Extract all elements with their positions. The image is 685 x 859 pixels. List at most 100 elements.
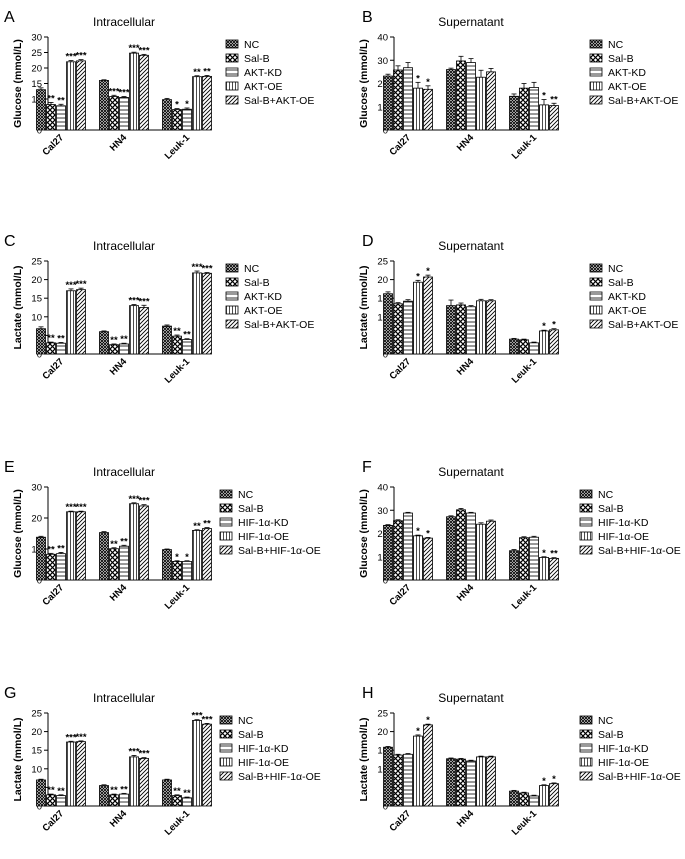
legend-swatch bbox=[589, 67, 603, 77]
bar-leuk-1-series-3 bbox=[539, 104, 549, 131]
legend-swatch bbox=[225, 95, 239, 105]
bar-hn4-series-0 bbox=[99, 80, 109, 131]
bar-leuk-1-series-1 bbox=[172, 561, 182, 581]
bar-cal27-series-3 bbox=[66, 61, 76, 131]
legend-swatch bbox=[579, 531, 593, 541]
bar-hn4-series-4 bbox=[486, 300, 496, 355]
bar-hn4-series-1 bbox=[109, 96, 119, 131]
bar-cal27-series-1 bbox=[393, 520, 403, 581]
significance-marker: * bbox=[542, 91, 546, 102]
bar-cal27-series-4 bbox=[76, 289, 86, 355]
significance-marker: ** bbox=[183, 788, 191, 799]
y-tick-label: 20 bbox=[377, 727, 388, 738]
legend-label: Sal-B bbox=[598, 729, 624, 741]
bar-cal27-series-1 bbox=[393, 69, 403, 131]
significance-marker: ** bbox=[110, 785, 118, 796]
y-tick-label: 15 bbox=[31, 79, 42, 90]
legend-label: NC bbox=[238, 715, 254, 727]
significance-marker: ** bbox=[47, 544, 55, 555]
bar-cal27-series-3 bbox=[66, 290, 76, 355]
bar-leuk-1-series-2 bbox=[529, 795, 539, 807]
bar-leuk-1-series-0 bbox=[509, 790, 519, 807]
legend-swatch bbox=[219, 517, 233, 527]
y-tick-label: 0 bbox=[37, 802, 42, 813]
legend-label: HIF-1α-OE bbox=[598, 757, 649, 769]
bar-leuk-1-series-1 bbox=[519, 87, 529, 131]
legend-label: NC bbox=[598, 715, 614, 727]
bar-cal27-series-4 bbox=[76, 511, 86, 581]
significance-marker: * bbox=[426, 77, 430, 88]
bar-leuk-1-series-3 bbox=[192, 76, 202, 131]
panel-letter: E bbox=[4, 459, 15, 476]
bar-leuk-1-series-3 bbox=[539, 557, 549, 581]
y-tick-label: 20 bbox=[31, 727, 42, 738]
legend-swatch bbox=[579, 503, 593, 513]
x-category-label-cal27: Cal27 bbox=[40, 356, 66, 382]
bar-leuk-1-series-0 bbox=[162, 325, 172, 355]
legend-label: NC bbox=[608, 39, 624, 51]
bar-leuk-1-series-4 bbox=[549, 783, 559, 807]
y-tick-label: 25 bbox=[31, 48, 42, 59]
y-tick-label: 10 bbox=[377, 312, 388, 323]
y-tick-label: 25 bbox=[377, 257, 388, 268]
y-tick-label: 20 bbox=[31, 514, 42, 525]
bar-hn4-series-2 bbox=[466, 306, 476, 355]
y-tick-label: 40 bbox=[377, 483, 388, 494]
bar-leuk-1-series-4 bbox=[202, 723, 212, 807]
significance-marker: * bbox=[542, 776, 546, 787]
legend-label: AKT-KD bbox=[244, 291, 282, 303]
legend-label: Sal-B bbox=[598, 503, 624, 515]
bar-cal27-series-2 bbox=[56, 795, 66, 807]
panel-letter: H bbox=[362, 685, 374, 702]
bar-hn4-series-3 bbox=[476, 523, 486, 581]
bar-leuk-1-series-1 bbox=[519, 537, 529, 581]
bar-hn4-series-3 bbox=[129, 503, 139, 581]
bar-cal27-series-0 bbox=[36, 536, 46, 581]
significance-marker: ** bbox=[193, 521, 201, 532]
y-tick-label: 20 bbox=[377, 79, 388, 90]
significance-marker: *** bbox=[75, 51, 86, 62]
significance-marker: * bbox=[185, 99, 189, 110]
bar-hn4-series-3 bbox=[476, 756, 486, 807]
bar-hn4-series-2 bbox=[466, 62, 476, 131]
bar-leuk-1-series-4 bbox=[202, 272, 212, 355]
bar-leuk-1-series-4 bbox=[549, 557, 559, 581]
bar-leuk-1-series-1 bbox=[172, 109, 182, 131]
legend-label: NC bbox=[238, 489, 254, 501]
legend-swatch bbox=[589, 305, 603, 315]
legend-label: AKT-OE bbox=[244, 305, 283, 317]
x-category-label-leuk-1: Leuk-1 bbox=[163, 582, 193, 612]
bar-cal27-series-0 bbox=[36, 328, 46, 355]
legend-swatch bbox=[225, 67, 239, 77]
significance-marker: ** bbox=[57, 95, 65, 106]
x-category-label-hn4: HN4 bbox=[455, 132, 477, 154]
legend-label: Sal-B bbox=[244, 53, 270, 65]
bar-cal27-series-2 bbox=[403, 753, 413, 807]
bar-leuk-1-series-0 bbox=[509, 95, 519, 131]
legend-swatch bbox=[219, 743, 233, 753]
y-tick-label: 0 bbox=[37, 350, 42, 361]
bar-cal27-series-2 bbox=[56, 105, 66, 131]
significance-marker: *** bbox=[191, 711, 202, 722]
significance-marker: * bbox=[542, 321, 546, 332]
chart-title: Intracellular bbox=[93, 15, 155, 29]
significance-marker: *** bbox=[75, 502, 86, 513]
significance-marker: ** bbox=[203, 66, 211, 77]
bar-hn4-series-2 bbox=[119, 545, 129, 581]
x-category-label-hn4: HN4 bbox=[108, 582, 130, 604]
legend-swatch bbox=[589, 81, 603, 91]
legend-swatch bbox=[589, 277, 603, 287]
legend-swatch bbox=[225, 277, 239, 287]
chart-title: Supernatant bbox=[438, 239, 504, 253]
legend-swatch bbox=[219, 729, 233, 739]
legend-swatch bbox=[579, 545, 593, 555]
panel-h: HSupernatant0510152025Lactate (mmol/L)**… bbox=[358, 685, 681, 838]
bar-cal27-series-4 bbox=[76, 60, 86, 131]
legend-swatch bbox=[579, 729, 593, 739]
bar-cal27-series-0 bbox=[36, 779, 46, 807]
panel-g: GIntracellular0510152025Lactate (mmol/L)… bbox=[4, 685, 321, 838]
y-tick-label: 10 bbox=[377, 102, 388, 113]
